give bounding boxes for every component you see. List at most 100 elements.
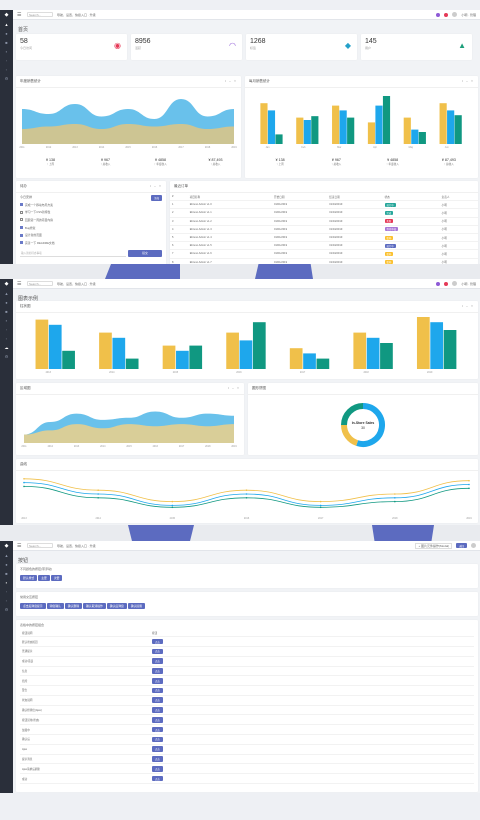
nav-tables-icon[interactable]: ▪ [5,318,8,323]
demo-button[interactable]: 默认样式 [20,575,38,581]
table-button[interactable]: 点击 [152,668,163,674]
todo-checkbox[interactable] [20,233,23,237]
table-button[interactable]: 点击 [152,697,163,704]
card-tools-icon[interactable]: • – × [227,386,240,390]
menu-icon[interactable]: ☰ [17,542,22,549]
table-button[interactable]: 点击 [152,658,163,664]
nav-charts-icon[interactable]: ■ [5,40,8,45]
avatar[interactable] [452,281,458,286]
table-button[interactable]: 点击 [152,707,163,713]
card-tools-icon[interactable]: • – × [224,79,237,83]
nav-settings-icon[interactable]: ⚙ [4,354,9,359]
menu-icon[interactable]: ☰ [17,11,22,18]
table-button[interactable]: 点击 [152,775,163,782]
todo-text: 完成一个移动布局方案 [25,202,53,207]
table-row[interactable]: 6 Ebruno Admin v1.5 01/01/2019 01/04/2019 进行… [170,241,478,251]
demo-button[interactable]: 次要 [50,575,63,581]
todo-item[interactable]: 设计新的页面 [20,231,162,239]
table-button[interactable]: 点击 [152,687,163,694]
action-button[interactable]: 确认删除 [64,603,82,609]
todo-checkbox[interactable] [20,241,23,245]
table-row[interactable]: 5 Ebruno Admin v1.4 01/01/2019 01/04/2019 暂停… [170,233,478,243]
card-tools-icon[interactable]: • – × [461,304,474,308]
table-button[interactable]: 点击 [152,638,163,645]
table-row[interactable]: 2 Ebruno Admin v1.1 01/01/2019 01/04/2019 完成… [170,208,478,218]
nav-ui-icon[interactable]: ▪ [5,580,8,585]
nav-ui-icon[interactable]: ▫ [5,336,8,341]
todo-item[interactable]: 学习一下CSS新特性 [20,209,162,217]
nav-forms-icon[interactable]: ■ [5,309,8,314]
card-tools-icon[interactable]: • – × [461,79,474,83]
add-todo-button[interactable]: 添加 [151,195,162,201]
logo-icon[interactable]: ◆ [4,543,9,549]
nav-charts-icon[interactable]: ☁ [4,345,9,350]
top-menu[interactable]: 导航、设置、快捷入口 · 升级 [57,281,96,286]
cell-name: Ebruno Admin v1.1 [187,208,273,218]
table-row[interactable]: 1 Ebruno Admin v1.0 01/01/2019 01/04/2019 进行… [170,200,478,210]
action-button[interactable]: 确认后弹窗 [106,603,127,609]
table-button[interactable]: 点击 [152,736,163,743]
search-input[interactable]: Search... [27,281,53,286]
nav-forms-icon[interactable]: ■ [5,571,8,576]
notification-icon[interactable] [436,12,441,17]
action-button[interactable]: 确认提醒 [127,603,145,609]
nav-users-icon[interactable]: ● [5,562,8,567]
nav-home-icon[interactable]: ▲ [4,553,9,558]
table-button[interactable]: 点击 [152,726,163,733]
search-input[interactable]: Search... [27,12,53,17]
card-tools-icon[interactable]: • – × [149,184,162,188]
avatar[interactable] [471,543,476,548]
table-row[interactable]: 8 Ebruno Admin v1.7 01/01/2019 01/04/2019 暂停… [170,258,478,264]
action-button[interactable]: 确认取消操作 [83,603,106,609]
nav-forms-icon[interactable]: ▪ [5,49,8,54]
back-button[interactable]: 返回 [456,542,467,549]
todo-item[interactable]: 回顾第一周的项目内容 [20,216,162,224]
submit-todo-button[interactable]: 提交 [128,249,162,257]
todo-item[interactable]: 完成一个移动布局方案 [20,201,162,209]
search-input[interactable]: Search... [27,543,53,548]
todo-checkbox[interactable] [20,210,23,214]
table-row[interactable]: 7 Ebruno Admin v1.6 01/01/2019 01/04/2019 暂停… [170,249,478,259]
table-row[interactable]: 3 Ebruno Admin v1.2 01/01/2019 01/04/2019 失败… [170,217,478,226]
action-button[interactable]: 点击后弹窗提示 [20,603,46,609]
line-point [394,497,396,499]
avatar[interactable] [452,12,458,17]
user-name[interactable]: 小明 · 管理 [461,12,476,17]
top-menu[interactable]: 导航、设置、快捷入口 · 升级 [57,543,96,548]
nav-tables-icon[interactable]: ◦ [5,589,8,594]
demo-button[interactable]: 主要 [38,575,50,581]
nav-charts-icon[interactable]: ▫ [5,598,8,603]
table-row[interactable]: 4 Ebruno Admin v1.3 01/01/2019 01/04/2019 等待… [170,225,478,234]
todo-checkbox[interactable] [20,218,23,222]
nav-pages-icon[interactable]: ◦ [5,327,8,332]
action-button[interactable]: 弹窗确认 [46,603,64,609]
todo-item[interactable]: Bug修复 [20,224,162,232]
nav-tables-icon[interactable]: ◦ [5,58,8,63]
todo-input[interactable]: 输入新的待办事项 [20,250,126,257]
todo-checkbox[interactable] [20,203,23,207]
nav-users-icon[interactable]: ● [5,300,8,305]
modal-button[interactable]: + 图片元件操作(Modal) [415,542,453,549]
table-button[interactable]: 点击 [152,756,163,762]
table-button[interactable]: 点击 [152,717,163,723]
nav-users-icon[interactable]: ● [5,31,8,36]
message-icon[interactable] [444,281,449,286]
table-button[interactable]: 点击 [152,765,163,772]
top-menu[interactable]: 导航、设置、快捷入口 · 升级 [57,12,96,17]
nav-home-icon[interactable]: ▲ [4,22,9,27]
message-icon[interactable] [444,12,449,17]
user-name[interactable]: 小明 · 管理 [461,281,476,286]
todo-checkbox[interactable] [20,226,23,230]
table-button[interactable]: 点击 [152,648,163,655]
nav-settings-icon[interactable]: ⚙ [4,76,9,81]
nav-settings-icon[interactable]: ⚙ [4,607,9,612]
notification-icon[interactable] [436,281,441,286]
todo-item[interactable]: 完善一下 README文档 [20,239,162,247]
nav-pages-icon[interactable]: ▫ [5,67,8,72]
nav-home-icon[interactable]: ▲ [4,291,9,296]
table-button[interactable]: 点击 [152,677,163,684]
table-button[interactable]: 点击 [152,746,163,752]
menu-icon[interactable]: ☰ [17,280,22,287]
logo-icon[interactable]: ◆ [4,281,9,287]
logo-icon[interactable]: ◆ [4,12,9,18]
